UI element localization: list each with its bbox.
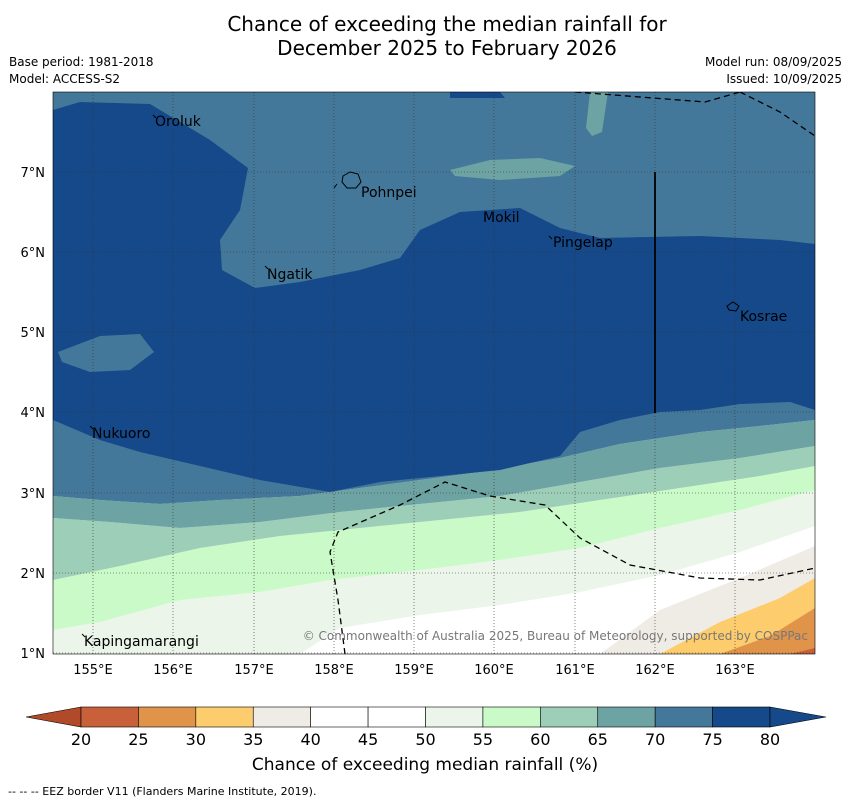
band-70-patch [450,158,575,180]
band-70-top [586,92,608,136]
colorbar-segment [367,706,426,728]
chart-title: Chance of exceeding the median rainfall … [0,12,850,60]
band-80-top [450,92,505,98]
pohnpei-islet-mark [333,183,338,189]
longitude-tick-label: 157°E [234,663,274,678]
colorbar-tick: 65 [588,730,608,749]
colorbar-segment [654,706,713,728]
colorbar-tick: 30 [186,730,206,749]
longitude-tick-label: 158°E [314,663,354,678]
latitude-tick-label: 7°N [21,166,46,181]
place-label-kosrae: Kosrae [740,309,787,325]
colorbar-segment [425,706,484,728]
colorbar [25,706,827,728]
copyright-text: © Commonwealth of Australia 2025, Bureau… [303,629,808,643]
colorbar-segment [310,706,369,728]
colorbar-tick: 75 [702,730,722,749]
colorbar-tick: 25 [128,730,148,749]
eez-border-south [329,481,815,654]
place-marker [152,114,157,119]
eez-footnote: -- -- -- EEZ border V11 (Flanders Marine… [8,785,317,798]
map-frame [52,91,816,655]
longitude-tick-label: 159°E [394,663,434,678]
place-label-pohnpei: Pohnpei [361,185,417,201]
place-label-oroluk: Oroluk [155,114,202,130]
meta-right: Model run: 08/09/2025 Issued: 10/09/2025 [705,54,842,88]
band-80 [53,102,815,492]
colorbar-tick: 50 [415,730,435,749]
model-text: Model: ACCESS-S2 [9,72,121,86]
eez-border-northeast [739,92,815,137]
band-65 [53,446,815,580]
colorbar-segment [540,706,599,728]
latitude-tick-label: 2°N [21,567,46,582]
place-marker [264,265,269,270]
colorbar-tick: 20 [71,730,91,749]
place-marker [548,235,553,240]
longitude-tick-label: 163°E [715,663,755,678]
longitude-tick-label: 162°E [635,663,675,678]
kosrae-island-shape [726,301,740,312]
graticule [53,92,815,654]
place-label-kapingamarangi: Kapingamarangi [84,634,199,650]
latitude-tick-label: 4°N [21,406,46,421]
longitude-tick-label: 156°E [153,663,193,678]
colorbar-segment [80,706,139,728]
eez-borders [329,92,815,654]
place-labels: Oroluk Pohnpei Mokil Pingelap Ngatik Kosrae Nu… [81,114,787,650]
issued-text: Issued: 10/09/2025 [726,72,842,86]
colorbar-tick-labels: 20 25 30 35 40 45 50 55 60 65 70 75 80 [71,730,780,749]
title-line-1: Chance of exceeding the median rainfall … [227,12,667,36]
band-25 [790,648,815,654]
pohnpei-island-shape [341,171,362,189]
place-label-nukuoro: Nukuoro [92,426,150,442]
band-30 [720,608,815,654]
probability-fill-layer [53,92,815,654]
band-55 [53,490,815,654]
model-run-text: Model run: 08/09/2025 [704,55,842,69]
latitude-tick-label: 1°N [21,647,46,662]
place-label-ngatik: Ngatik [267,267,313,283]
colorbar-segment [195,706,254,728]
title-line-2: December 2025 to February 2026 [277,36,617,60]
latitude-labels: 7°N 6°N 5°N 4°N 3°N 2°N 1°N [21,166,46,662]
latitude-tick-label: 6°N [21,246,46,261]
colorbar-tick: 70 [645,730,665,749]
longitude-tick-label: 160°E [474,663,514,678]
colorbar-segment [597,706,656,728]
place-label-pingelap: Pingelap [553,235,613,251]
longitude-labels: 155°E 156°E 157°E 158°E 159°E 160°E 161°E 162°E… [73,663,755,678]
colorbar-segment [482,706,541,728]
colorbar-tick: 40 [300,730,320,749]
colorbar-tick: 60 [530,730,550,749]
longitude-tick-label: 161°E [555,663,595,678]
band-70 [53,420,815,528]
latitude-tick-label: 3°N [21,487,46,502]
colorbar-label: Chance of exceeding median rainfall (%) [251,755,599,775]
colorbar-tick: 45 [358,730,378,749]
latitude-tick-label: 5°N [21,326,46,341]
colorbar-tick: 55 [473,730,493,749]
meta-left: Base period: 1981-2018 Model: ACCESS-S2 [9,54,154,88]
band-60 [53,466,815,630]
place-marker [89,425,94,430]
place-label-mokil: Mokil [483,210,520,226]
colorbar-tick: 35 [243,730,263,749]
colorbar-segment [252,706,311,728]
colorbar-extend-low [25,706,82,728]
colorbar-segment [712,706,771,728]
colorbar-extend-high [769,706,827,728]
base-period-text: Base period: 1981-2018 [9,55,154,69]
eez-border-north [574,92,741,103]
colorbar-tick: 80 [760,730,780,749]
band-75-blob [58,334,154,372]
colorbar-segment [138,706,197,728]
longitude-tick-label: 155°E [73,663,113,678]
place-marker [81,633,86,638]
